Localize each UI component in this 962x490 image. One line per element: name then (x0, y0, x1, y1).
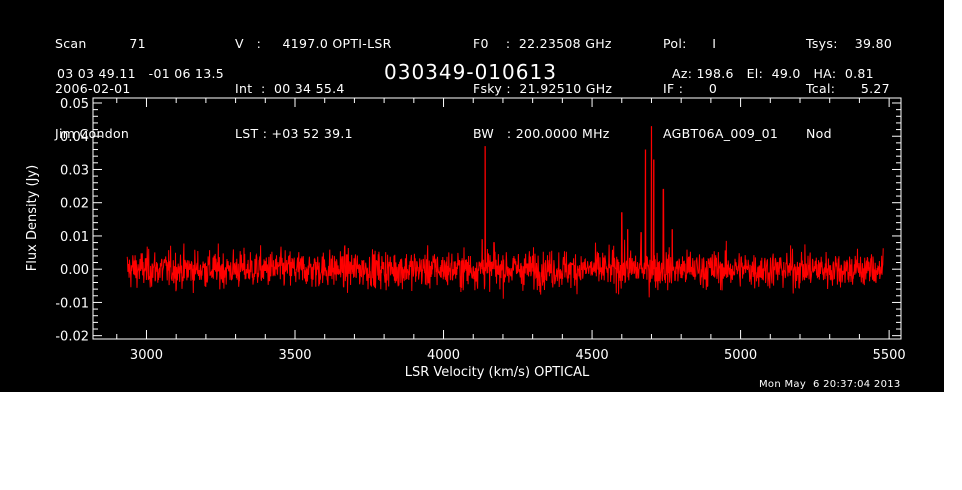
if-text: IF : 0 (663, 81, 718, 96)
y-tick-label: 0.05 (60, 97, 89, 112)
plot-panel: Scan 71 2006-02-01 Jim Condon V : 4197.0… (0, 0, 944, 392)
header-pol-block: Pol: I IF : 0 AGBT06A_009_01 (663, 6, 778, 171)
header-velocity-block: V : 4197.0 OPTI-LSR Int : 00 34 55.4 LST… (235, 6, 392, 171)
sky-frequency-text: Fsky : 21.92510 GHz (473, 81, 613, 96)
tcal-text: Tcal: 5.27 (806, 81, 890, 96)
header-frequency-block: F0 : 22.23508 GHz Fsky : 21.92510 GHz BW… (473, 6, 612, 171)
tsys-text: Tsys: 39.80 (806, 36, 893, 51)
header-scan-block: Scan 71 2006-02-01 Jim Condon (55, 6, 146, 171)
integration-text: Int : 00 34 55.4 (235, 81, 345, 96)
y-tick-label: 0.04 (60, 130, 89, 145)
y-tick-label: 0.00 (60, 263, 89, 278)
x-axis-label: LSR Velocity (km/s) OPTICAL (405, 365, 590, 380)
date-text: 2006-02-01 (55, 81, 131, 96)
mode-text: Nod (806, 126, 832, 141)
y-tick-label: -0.02 (55, 330, 89, 345)
x-tick-label: 4500 (576, 348, 609, 363)
scan-text: Scan 71 (55, 36, 146, 51)
x-tick-label: 4000 (427, 348, 460, 363)
data-layer (126, 126, 884, 299)
polarization-text: Pol: I (663, 36, 717, 51)
y-tick-label: 0.03 (60, 163, 89, 178)
velocity-text: V : 4197.0 OPTI-LSR (235, 36, 392, 51)
y-axis-label: Flux Density (Jy) (25, 165, 40, 271)
coordinates-text: 03 03 49.11 -01 06 13.5 (57, 66, 225, 81)
rest-frequency-text: F0 : 22.23508 GHz (473, 36, 612, 51)
project-text: AGBT06A_009_01 (663, 126, 779, 141)
timestamp-text: Mon May 6 20:37:04 2013 (759, 379, 901, 390)
source-title: 030349-010613 (384, 60, 557, 84)
y-tick-label: 0.02 (60, 197, 89, 212)
plot-frame (92, 97, 902, 340)
az-el-ha-text: Az: 198.6 El: 49.0 HA: 0.81 (672, 66, 874, 81)
y-tick-label: -0.01 (55, 296, 89, 311)
x-tick-label: 5000 (724, 348, 757, 363)
x-tick-label: 3000 (130, 348, 163, 363)
x-tick-label: 5500 (873, 348, 906, 363)
x-tick-label: 3500 (278, 348, 311, 363)
spectrum-line (126, 126, 884, 299)
bandwidth-text: BW : 200.0000 MHz (473, 126, 610, 141)
spectrum-chart: 3000 3500 4000 4500 5000 5500 -0.02 -0.01 0.00 0.… (25, 97, 906, 380)
y-tick-label: 0.01 (60, 230, 89, 245)
axes-layer: 3000 3500 4000 4500 5000 5500 -0.02 -0.01 0.00 0.… (55, 97, 905, 363)
observer-text: Jim Condon (55, 126, 130, 141)
lst-text: LST : +03 52 39.1 (235, 126, 353, 141)
header-tsys-block: Tsys: 39.80 Tcal: 5.27 Nod (806, 6, 892, 171)
